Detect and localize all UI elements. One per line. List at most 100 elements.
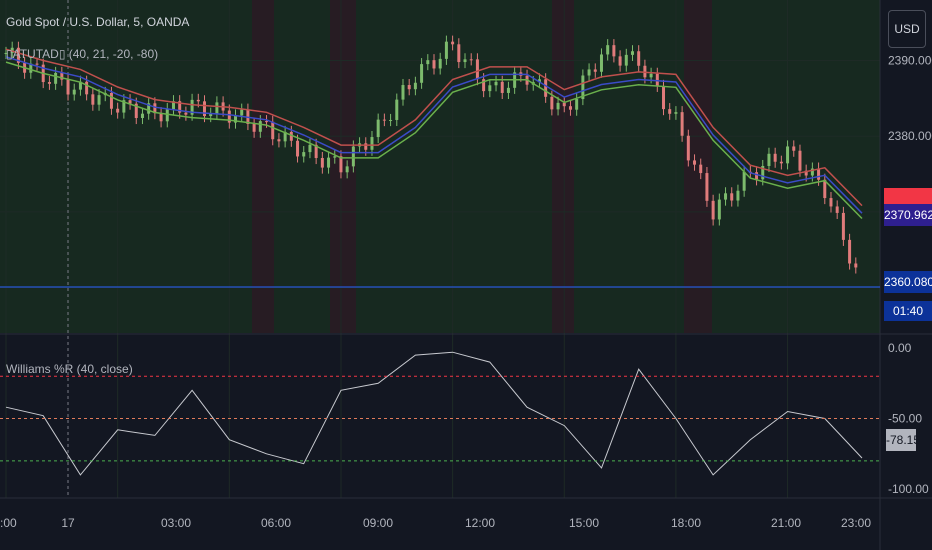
candle-body [351, 146, 355, 167]
candle-body [575, 99, 579, 110]
oscillator-tick: 0.00 [888, 341, 912, 355]
candle-body [556, 102, 560, 110]
candle-body [54, 72, 58, 84]
candle-body [835, 206, 839, 213]
candle-body [116, 108, 120, 113]
candle-body [655, 73, 659, 86]
candle-body [568, 106, 572, 110]
candle-body [413, 82, 417, 90]
candle-body [4, 52, 8, 54]
candle-body [500, 81, 504, 93]
currency-button[interactable]: USD [888, 10, 926, 48]
candle-body [227, 110, 231, 123]
candle-body [767, 153, 771, 167]
session-band [552, 0, 574, 333]
candle-body [35, 63, 39, 65]
ma-blue-line [5, 56, 863, 214]
candle-body [779, 161, 783, 164]
candle-body [85, 81, 89, 95]
candle-body [730, 193, 734, 201]
purple-price-label: 2370.962 [884, 204, 932, 226]
time-tick: 06:00 [261, 516, 291, 530]
last-price-label: 2360.080 [884, 271, 932, 293]
candle-body [606, 45, 610, 55]
candle-body [649, 73, 653, 78]
candle-body [848, 239, 852, 264]
candle-body [792, 146, 796, 151]
red-price-label [884, 188, 932, 204]
candle-body [140, 113, 144, 119]
chart-title: Gold Spot / U.S. Dollar, 5, OANDA [6, 15, 190, 29]
time-tick: 09:00 [363, 516, 393, 530]
candle-body [488, 85, 492, 92]
candle-body [147, 103, 151, 114]
candle-body [109, 92, 113, 109]
candle-body [78, 81, 82, 90]
candle-body [122, 100, 126, 113]
candle-body [190, 99, 194, 115]
candle-body [364, 143, 368, 150]
candle-body [339, 156, 343, 173]
candle-body [475, 59, 479, 80]
countdown-label: 01:40 [884, 301, 932, 321]
time-tick: 17 [61, 516, 75, 530]
candle-body [426, 60, 430, 65]
candle-body [184, 112, 188, 115]
session-band [330, 0, 356, 333]
candle-body [265, 121, 269, 123]
candle-body [345, 166, 349, 173]
candle-body [550, 96, 554, 110]
candle-body [482, 79, 486, 92]
session-band [684, 0, 712, 333]
candle-body [153, 103, 157, 114]
candle-body [97, 95, 101, 105]
candle-body [624, 54, 628, 66]
candle-body [494, 81, 498, 86]
candle-body [47, 82, 51, 84]
candle-body [370, 137, 374, 150]
ma-green-line [5, 61, 863, 220]
candle-body [699, 164, 703, 174]
candle-body [742, 171, 746, 191]
oscillator-current-label: -78.15 [886, 429, 920, 451]
candle-body [562, 102, 566, 107]
oscillator-label[interactable]: Williams %R (40, close) [6, 362, 133, 376]
candle-body [537, 79, 541, 83]
candle-body [171, 101, 175, 110]
candle-body [296, 140, 300, 157]
candle-body [506, 87, 510, 93]
candle-body [451, 41, 455, 45]
candle-body [277, 139, 281, 142]
candle-body [314, 144, 318, 159]
candle-body [810, 168, 814, 176]
candle-body [581, 75, 585, 100]
candle-body [258, 121, 262, 132]
candle-body [240, 109, 244, 116]
candle-body [302, 152, 306, 157]
candle-body [178, 101, 182, 113]
candle-body [432, 60, 436, 69]
candle-body [804, 170, 808, 176]
indicator-label[interactable]: ▯ATUTAD▯ (40, 21, -20, -80) [6, 47, 159, 61]
ma-red-line [5, 48, 863, 207]
candle-body [643, 65, 647, 78]
candle-body [761, 166, 765, 180]
candle-body [389, 119, 393, 121]
candle-body [29, 63, 33, 73]
candle-body [662, 85, 666, 110]
candle-body [16, 47, 20, 63]
candle-body [773, 153, 777, 162]
candle-body [544, 79, 548, 97]
candle-body [736, 190, 740, 201]
time-tick: 23:00 [841, 516, 871, 530]
candle-body [395, 99, 399, 120]
price-tick: 2390.000 [888, 54, 932, 68]
candle-body [599, 54, 603, 72]
williams-r-line [5, 351, 863, 476]
candle-body [798, 150, 802, 171]
candle-body [376, 119, 380, 138]
candle-body [693, 160, 697, 165]
candle-body [686, 135, 690, 161]
candle-body [327, 157, 331, 168]
